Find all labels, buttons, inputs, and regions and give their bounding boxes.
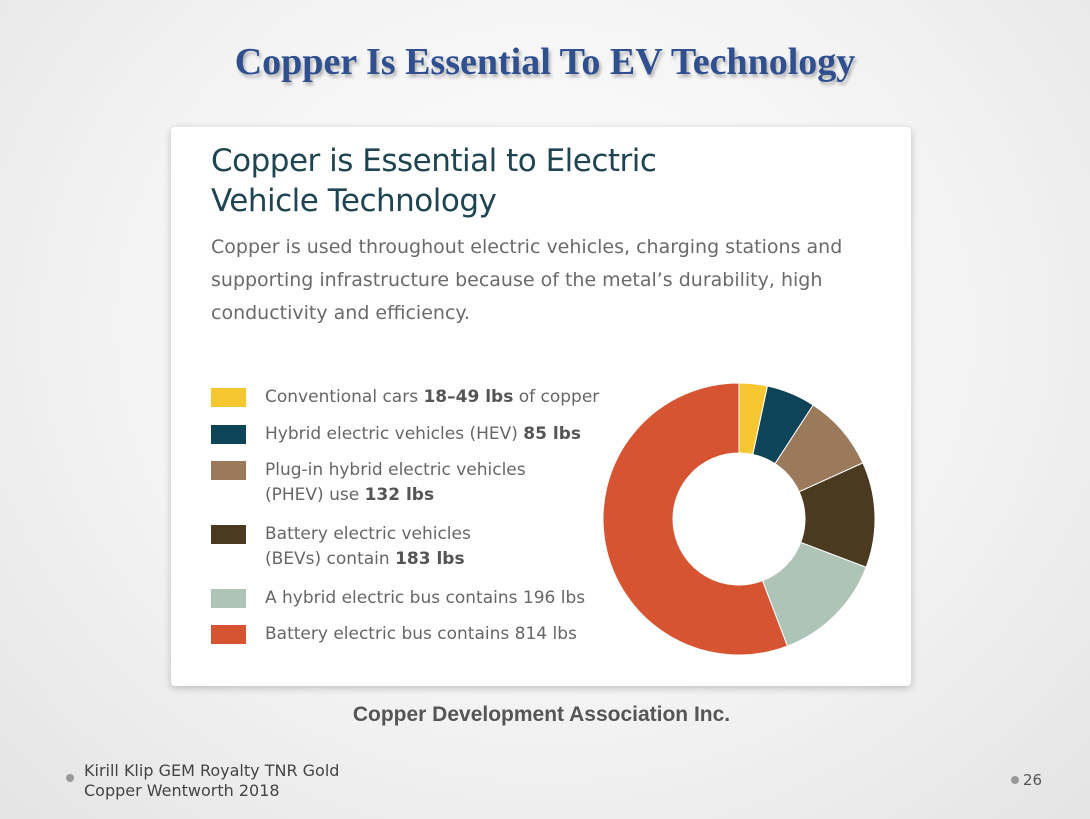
infographic-card: Copper is Essential to Electric Vehicle T… [171,127,911,686]
source-credit: Copper Development Association Inc. [352,703,731,726]
description-line-2: supporting infrastructure because of the… [211,269,823,291]
card-description: Copper is used throughout electric vehic… [211,231,861,330]
donut-slice [602,382,789,656]
legend-swatch [211,388,246,407]
description-line-3: conductivity and efficiency. [211,302,470,324]
legend-label: Battery electric bus contains 814 lbs [265,624,577,644]
page-number-bullet [1011,776,1019,784]
legend-swatch [211,461,246,480]
legend-swatch [211,525,246,544]
card-title-line-2: Vehicle Technology [211,183,497,219]
footer-bullet-left [66,774,74,782]
footer-line-1: Kirill Klip GEM Royalty TNR Gold [84,761,340,780]
card-title: Copper is Essential to Electric Vehicle T… [211,141,657,221]
legend-swatch [211,425,246,444]
donut-chart [602,382,876,656]
legend-label: A hybrid electric bus contains 196 lbs [265,588,586,608]
description-line-1: Copper is used throughout electric vehic… [211,236,843,258]
footer-credit: Kirill Klip GEM Royalty TNR Gold Copper W… [84,761,404,801]
footer-line-2: Copper Wentworth 2018 [84,781,280,800]
page-number: 26 [1023,771,1043,789]
legend-label: Conventional cars 18–49 lbs of copper [265,387,600,407]
legend-label: Hybrid electric vehicles (HEV) 85 lbs [265,424,581,444]
legend-swatch [211,625,246,644]
legend-swatch [211,589,246,608]
legend-label: Plug-in hybrid electric vehicles (PHEV) u… [265,460,526,505]
card-title-line-1: Copper is Essential to Electric [211,143,657,179]
legend-label: Battery electric vehicles (BEVs) contain … [265,524,471,569]
slide-title: Copper Is Essential To EV Technology [234,41,856,83]
